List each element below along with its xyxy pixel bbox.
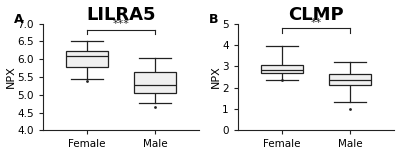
Bar xyxy=(66,51,108,67)
Text: B: B xyxy=(209,13,219,26)
Text: ***: *** xyxy=(112,19,130,29)
Y-axis label: NPX: NPX xyxy=(210,66,220,88)
Bar xyxy=(134,72,176,93)
Y-axis label: NPX: NPX xyxy=(6,66,16,88)
Text: A: A xyxy=(14,13,24,26)
Bar xyxy=(261,65,303,73)
Title: CLMP: CLMP xyxy=(288,6,344,24)
Bar xyxy=(329,74,371,85)
Title: LILRA5: LILRA5 xyxy=(86,6,156,24)
Text: **: ** xyxy=(310,18,322,28)
